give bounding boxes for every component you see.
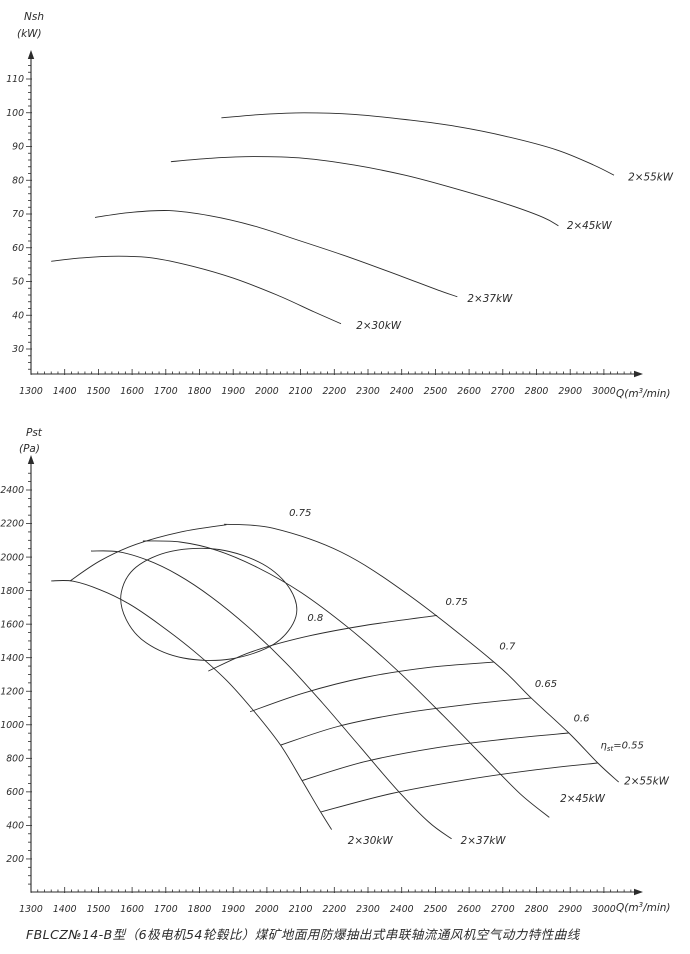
power-chart-x-tick-label: 1500 <box>87 386 111 397</box>
power-chart-y-tick-label: 40 <box>12 310 24 321</box>
power-chart-x-tick-label: 2300 <box>356 386 380 397</box>
power-chart-x-unit-label: Q(m3/min) <box>616 387 671 400</box>
power-chart-y-tick-label: 110 <box>6 74 24 85</box>
pressure-chart-lbl-eff08: 0.8 <box>307 613 323 624</box>
pressure-chart-x-tick-label: 2000 <box>255 904 279 915</box>
pressure-chart-lbl-p37: 2×37kW <box>461 835 507 847</box>
fan-characteristic-charts: 1300 1400 1500 1600 1700 1800 1900 2000 2100 2200… <box>0 11 674 915</box>
power-chart-x-axis-arrow-icon <box>634 370 643 378</box>
pressure-chart-x-tick-label: 2800 <box>525 904 549 915</box>
power-chart-y-tick-label: 30 <box>12 344 24 355</box>
pressure-chart-curve-p37 <box>90 550 452 840</box>
power-chart-lbl-n30: 2×30kW <box>356 320 402 332</box>
power-chart-curve-n45 <box>170 156 559 227</box>
pressure-chart-y-unit-label: (Pa) <box>19 443 40 455</box>
pressure-chart-x-tick-label: 2900 <box>558 904 582 915</box>
pressure-chart-x-tick-label: 3000 <box>592 904 616 915</box>
power-chart-x-tick-label: 2100 <box>289 386 313 397</box>
power-chart-x-tick-label: 1300 <box>19 386 43 397</box>
power-chart-y-tick-label: 50 <box>12 277 24 288</box>
pressure-chart-y-tick-label: 1800 <box>0 586 24 597</box>
power-chart-x-tick-label: 2400 <box>390 386 414 397</box>
pressure-chart-lbl-eff065: 0.65 <box>535 679 557 690</box>
pressure-chart-x-tick-label: 2500 <box>424 904 448 915</box>
power-chart-lbl-n37: 2×37kW <box>467 293 513 305</box>
pressure-chart-x-tick-label: 2300 <box>356 904 380 915</box>
pressure-chart-lbl-eff075-right: 0.75 <box>446 597 468 608</box>
pressure-chart-x-unit-label: Q(m3/min) <box>616 901 671 914</box>
power-chart-lbl-n45: 2×45kW <box>567 220 613 232</box>
pressure-chart-curve-eff-0.8 <box>120 547 298 661</box>
pressure-chart-x-tick-label: 1600 <box>120 904 144 915</box>
pressure-chart-x-tick-label: 2200 <box>322 904 346 915</box>
pressure-chart-curve-eff-0.6 <box>302 732 569 781</box>
pressure-chart-x-tick-label: 1500 <box>87 904 111 915</box>
power-chart-x-tick-label: 3000 <box>592 386 616 397</box>
power-chart-x-tick-label: 1600 <box>120 386 144 397</box>
power-chart-y-unit-label: Nsh <box>24 11 44 23</box>
power-chart-x-tick-label: 2800 <box>525 386 549 397</box>
figure-caption: FBLCZ№14-B型（6极电机54轮毂比）煤矿地面用防爆抽出式串联轴流通风机空… <box>26 927 580 942</box>
pressure-chart-x-tick-label: 2600 <box>457 904 481 915</box>
power-chart-x-tick-label: 2000 <box>255 386 279 397</box>
power-chart-y-tick-label: 60 <box>12 243 24 254</box>
pressure-chart-y-tick-label: 1400 <box>0 653 24 664</box>
pressure-chart-y-tick-label: 600 <box>6 787 24 798</box>
pressure-chart-curve-p30 <box>51 579 332 830</box>
pressure-chart-curve-eff-0.75 <box>208 614 438 672</box>
pressure-chart-x-tick-label: 1800 <box>188 904 212 915</box>
power-chart-curve-n55 <box>221 112 615 176</box>
pressure-chart-x-tick-label: 1400 <box>53 904 77 915</box>
pressure-chart-curve-p55 <box>224 523 620 783</box>
pressure-chart-x-tick-label: 2100 <box>289 904 313 915</box>
pressure-chart-lbl-eff07: 0.7 <box>499 641 516 652</box>
pressure-chart-y-tick-label: 800 <box>6 754 24 765</box>
pressure-chart-y-tick-label: 200 <box>6 854 24 865</box>
power-chart-x-tick-label: 1700 <box>154 386 178 397</box>
pressure-chart-curve-envelope <box>69 524 227 582</box>
pressure-chart-y-tick-label: 400 <box>6 821 24 832</box>
pressure-chart-y-tick-label: 2000 <box>0 552 24 563</box>
pressure-chart-y-tick-label: 2200 <box>0 519 24 530</box>
pressure-chart-lbl-eff075-top: 0.75 <box>289 508 311 519</box>
pressure-chart-x-tick-label: 2400 <box>390 904 414 915</box>
power-chart-x-tick-label: 2900 <box>558 386 582 397</box>
power-chart-x-tick-label: 1400 <box>53 386 77 397</box>
power-chart-y-tick-label: 90 <box>12 142 24 153</box>
power-chart-x-tick-label: 2700 <box>491 386 515 397</box>
pressure-chart-lbl-eff055: ηst=0.55 <box>601 740 644 753</box>
pressure-chart-curve-eff-0.65 <box>280 697 532 746</box>
power-chart-y-tick-label: 80 <box>12 175 24 186</box>
power-chart-y-unit-label: (kW) <box>17 28 42 40</box>
pressure-chart-curve-eff-0.55 <box>320 762 598 813</box>
pressure-chart-x-tick-label: 1900 <box>221 904 245 915</box>
pressure-chart-y-axis-arrow-icon <box>27 455 35 464</box>
power-chart-x-tick-label: 2500 <box>424 386 448 397</box>
power-chart-x-tick-label: 1800 <box>188 386 212 397</box>
power-chart-x-tick-label: 2600 <box>457 386 481 397</box>
pressure-chart-y-tick-label: 1600 <box>0 619 24 630</box>
pressure-chart-x-axis-arrow-icon <box>634 888 643 896</box>
pressure-chart-lbl-eff06: 0.6 <box>574 713 590 724</box>
pressure-chart-lbl-p55: 2×55kW <box>624 775 670 787</box>
power-chart-y-tick-label: 100 <box>6 108 24 119</box>
power-chart-lbl-n55: 2×55kW <box>628 171 674 183</box>
pressure-chart-y-tick-label: 1000 <box>0 720 24 731</box>
power-chart-y-tick-label: 70 <box>12 209 24 220</box>
pressure-chart-curve-eff-0.7 <box>249 661 495 713</box>
pressure-chart-x-tick-label: 1300 <box>19 904 43 915</box>
power-chart-y-axis-arrow-icon <box>27 50 35 59</box>
power-chart-curve-n30 <box>51 255 342 325</box>
power-chart-curve-n37 <box>94 210 458 298</box>
pressure-chart-y-tick-label: 1200 <box>0 686 24 697</box>
pressure-chart-x-tick-label: 1700 <box>154 904 178 915</box>
pressure-chart-lbl-p30: 2×30kW <box>348 835 394 847</box>
pressure-chart-lbl-p45: 2×45kW <box>560 793 606 805</box>
pressure-chart-x-tick-label: 2700 <box>491 904 515 915</box>
pressure-chart-y-unit-label: Pst <box>26 427 43 439</box>
pressure-chart-y-tick-label: 2400 <box>0 485 24 496</box>
power-chart-x-tick-label: 1900 <box>221 386 245 397</box>
power-chart-x-tick-label: 2200 <box>322 386 346 397</box>
